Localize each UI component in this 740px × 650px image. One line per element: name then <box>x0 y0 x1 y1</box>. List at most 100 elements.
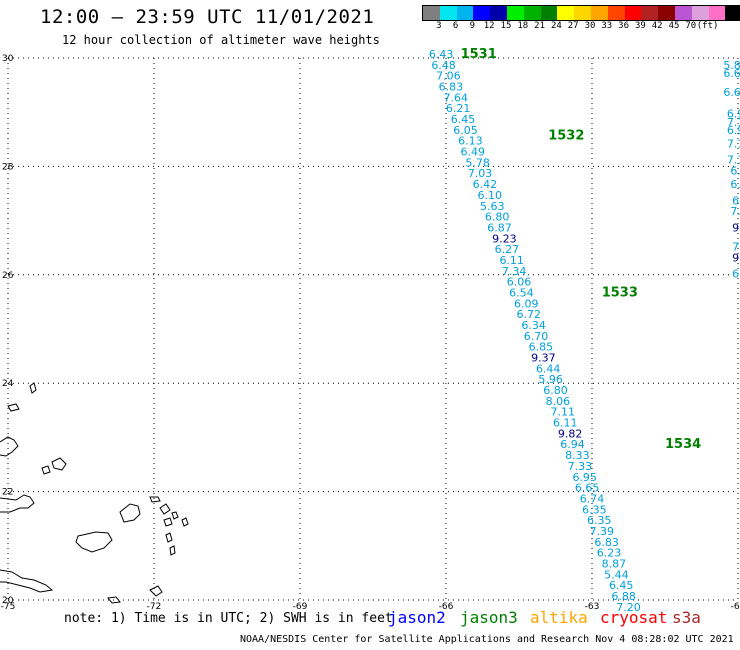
color-swatch-13 <box>641 6 659 20</box>
lon-tick-label: -72 <box>147 602 162 612</box>
wave-height-value: 6.49 <box>461 146 486 159</box>
wave-height-value-edge: 6.9 <box>727 108 740 121</box>
wave-height-value: 7.34 <box>502 265 527 278</box>
wave-height-value-edge: 9 <box>732 221 739 234</box>
coastline-leeward-6 <box>181 517 189 527</box>
color-scale-unit: (ft) <box>696 21 719 31</box>
lon-tick-label: -75 <box>1 602 16 612</box>
wave-height-value-edge: 7 <box>732 240 739 253</box>
wave-height-value-edge: 7.1 <box>727 116 740 129</box>
wave-height-value: 6.44 <box>536 362 561 375</box>
lon-tick-label: -60 <box>731 602 740 612</box>
wave-height-value: 6.45 <box>451 113 476 126</box>
wave-height-value: 6.48 <box>431 59 456 72</box>
wave-height-value: 6.42 <box>473 178 498 191</box>
wave-height-value: 6.21 <box>446 102 471 115</box>
coastline-leeward-4 <box>165 532 173 543</box>
color-swatch-9 <box>574 6 591 20</box>
wave-height-value: 6.80 <box>543 384 568 397</box>
color-swatch-12 <box>624 6 642 20</box>
color-scale-label: 36 <box>618 21 630 31</box>
wave-height-value: 6.35 <box>582 503 607 516</box>
wave-height-value: 6.11 <box>553 417 578 430</box>
wave-height-value: 9.23 <box>492 232 517 245</box>
satellite-legend-altika: altika <box>530 608 588 627</box>
wave-height-value: 9.82 <box>558 427 583 440</box>
color-scale-label: 18 <box>517 21 529 31</box>
wave-height-value: 7.06 <box>436 70 461 83</box>
color-scale-label: 45 <box>668 21 680 31</box>
lat-tick-label: 30 <box>2 54 14 64</box>
coastline-haiti <box>0 494 35 513</box>
wave-height-value: 6.80 <box>485 211 510 224</box>
color-scale-label: 70 <box>685 21 697 31</box>
wave-height-value: 6.70 <box>524 330 549 343</box>
wave-height-value: 6.06 <box>507 276 532 289</box>
lat-tick-label: 20 <box>2 596 14 606</box>
wave-height-value: 9.37 <box>531 352 556 365</box>
pass-number-label: 1533 <box>602 285 638 300</box>
wave-height-value-edge: 6.67 <box>723 86 740 99</box>
wave-height-value: 6.43 <box>429 48 454 61</box>
page-title: 12:00 – 23:59 UTC 11/01/2021 <box>40 6 375 28</box>
color-swatch-5 <box>506 6 524 20</box>
satellite-legend-cryosat: cryosat <box>600 608 668 627</box>
page-subtitle: 12 hour collection of altimeter wave hei… <box>62 33 380 47</box>
pass-number-label: 1532 <box>548 128 584 143</box>
wave-height-value-edge: 6. <box>730 178 740 191</box>
satellite-legend-jason3: jason3 <box>460 608 518 627</box>
wave-height-value: 6.72 <box>516 308 541 321</box>
coastline-leeward-1 <box>159 503 171 515</box>
wave-height-value-edge: 7.1 <box>727 154 740 167</box>
coastline-hispaniola-south <box>0 569 54 593</box>
coastline-anegada <box>149 496 161 503</box>
lat-tick-label: 24 <box>2 379 14 389</box>
footer-note: note: 1) Time is in UTC; 2) SWH is in fe… <box>64 611 393 626</box>
color-swatch-10 <box>590 6 608 20</box>
color-swatch-3 <box>473 6 491 20</box>
color-scale-label: 42 <box>651 21 663 31</box>
color-swatch-8 <box>557 6 575 20</box>
color-swatch-1 <box>439 6 457 20</box>
coastline-inagua <box>7 403 20 412</box>
wave-height-value-edge: 7. <box>730 205 740 218</box>
color-scale-label: 9 <box>469 21 476 31</box>
color-scale-label: 21 <box>534 21 546 31</box>
color-swatch-7 <box>540 6 558 20</box>
wave-height-value: 8.33 <box>565 449 590 462</box>
wave-height-value: 6.10 <box>478 189 503 202</box>
wave-height-value: 6.23 <box>597 547 622 560</box>
lat-tick-label: 26 <box>2 271 14 281</box>
color-scale-label: 39 <box>634 21 646 31</box>
wave-height-value: 6.13 <box>458 135 483 148</box>
color-scale-label: 24 <box>550 21 562 31</box>
coastline-mayaguana <box>29 382 37 394</box>
coastline-dominica <box>107 596 121 604</box>
wave-height-value: 6.34 <box>521 319 546 332</box>
wave-height-value: 6.83 <box>439 81 464 94</box>
wave-height-value: 5.63 <box>480 200 505 213</box>
wave-height-value: 7.11 <box>551 406 576 419</box>
coastline-turks-caicos <box>51 457 67 471</box>
wave-height-value: 7.33 <box>568 460 593 473</box>
coastline-leeward-2 <box>163 517 173 527</box>
color-scale-label: 30 <box>584 21 596 31</box>
color-scale-bar <box>422 5 740 21</box>
wave-height-value: 7.64 <box>443 91 468 104</box>
wave-height-value: 7.20 <box>616 601 641 614</box>
coastline-virgin-islands <box>119 503 141 523</box>
wave-height-value: 6.65 <box>575 482 600 495</box>
color-swatch-11 <box>607 6 625 20</box>
coastline-leeward-5 <box>169 545 176 556</box>
color-scale-label: 3 <box>436 21 442 31</box>
color-swatch-0 <box>423 6 440 20</box>
wave-height-value: 6.85 <box>529 341 554 354</box>
axis-tick-labels: -75 -72 -69 -66 -63 -60 20 22 24 26 28 30 <box>1 54 740 612</box>
color-swatch-6 <box>523 6 541 20</box>
map-grid <box>7 57 739 601</box>
pass-number-label: 1531 <box>461 47 497 62</box>
wave-height-value: 8.87 <box>602 557 627 570</box>
coastline-leeward-3 <box>171 511 179 520</box>
wave-height-value: 7.39 <box>589 525 614 538</box>
